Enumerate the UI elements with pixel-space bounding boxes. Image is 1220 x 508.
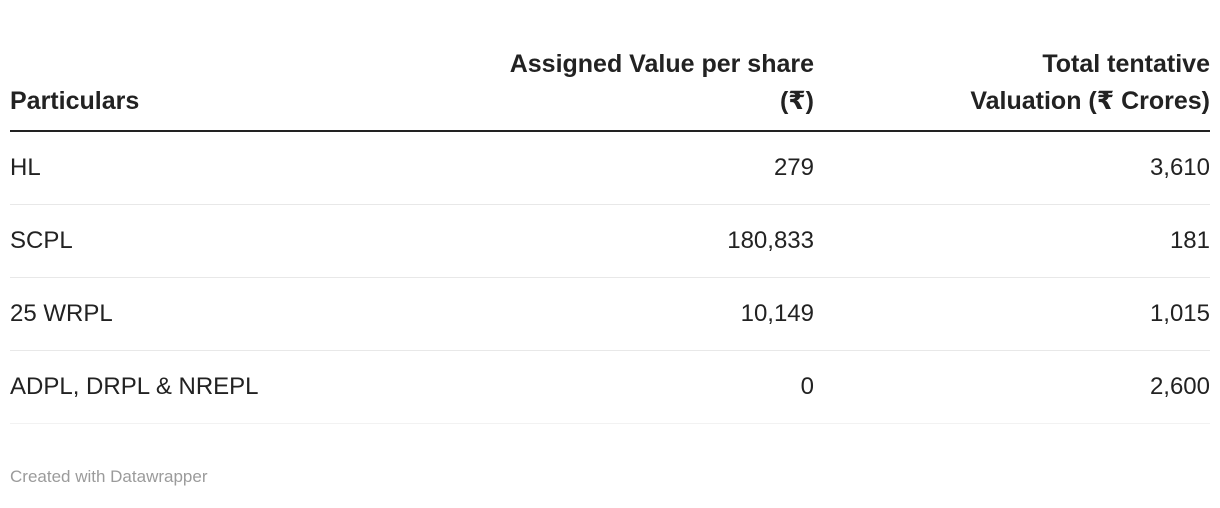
header-assigned-value-line1: Assigned Value per share [509,50,814,78]
header-row: Particulars Assigned Value per share (₹)… [10,30,1210,132]
table-row: 25 WRPL 10,149 1,015 [10,277,1210,351]
table-row: ADPL, DRPL & NREPL 0 2,600 [10,350,1210,424]
header-assigned-value: Assigned Value per share (₹) [406,30,814,132]
cell-valuation: 3,610 [814,131,1210,205]
valuation-table: Particulars Assigned Value per share (₹)… [10,30,1210,424]
table-row: HL 279 3,610 [10,131,1210,205]
cell-particulars: ADPL, DRPL & NREPL [10,350,406,424]
header-assigned-value-line2: (₹) [779,87,814,115]
header-particulars-label: Particulars [10,87,140,115]
footer: Created with Datawrapper [10,466,1210,488]
datawrapper-credit-link[interactable]: Created with Datawrapper [10,467,208,486]
table-row: SCPL 180,833 181 [10,204,1210,278]
cell-value: 10,149 [406,277,814,351]
header-total-valuation: Total tentative Valuation (₹ Crores) [814,30,1210,132]
cell-valuation: 181 [814,204,1210,278]
table-body: HL 279 3,610 SCPL 180,833 181 25 WRPL 10… [10,131,1210,424]
header-total-valuation-line2: Valuation (₹ Crores) [970,87,1210,115]
header-particulars: Particulars [10,30,406,132]
cell-value: 180,833 [406,204,814,278]
cell-particulars: 25 WRPL [10,277,406,351]
table-header: Particulars Assigned Value per share (₹)… [10,30,1210,132]
header-total-valuation-line1: Total tentative [1042,50,1210,78]
cell-particulars: HL [10,131,406,205]
cell-valuation: 1,015 [814,277,1210,351]
cell-particulars: SCPL [10,204,406,278]
cell-value: 279 [406,131,814,205]
cell-value: 0 [406,350,814,424]
cell-valuation: 2,600 [814,350,1210,424]
